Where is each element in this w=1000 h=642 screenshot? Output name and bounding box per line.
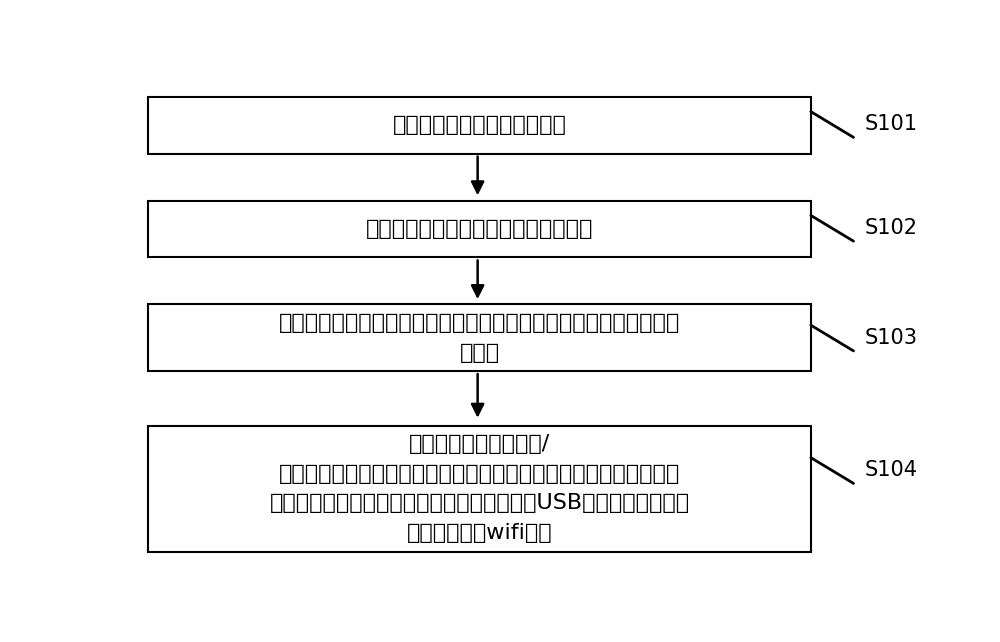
FancyBboxPatch shape [148,426,811,551]
Text: S102: S102 [865,218,918,238]
Text: S103: S103 [865,327,918,347]
FancyBboxPatch shape [148,304,811,371]
Text: 采用左、右相机获取图像数据: 采用左、右相机获取图像数据 [393,115,566,135]
FancyBboxPatch shape [148,200,811,257]
Text: 采用中间相机获取实时的场景图像数据: 采用中间相机获取实时的场景图像数据 [366,219,593,239]
Text: 将所述三维坐标数据和/
或所述实时的场景图像数据采用通讯方式传输至上位机，其中，采用
其中一种或多种所述通讯方式进行通讯包括，USB通讯、以太网通讯
、串口通讯: 将所述三维坐标数据和/ 或所述实时的场景图像数据采用通讯方式传输至上位机，其中，… [270,434,690,543]
Text: 根据所述左、右相机获取的图像数据，分别计算对应被测物的三维坐
标数据: 根据所述左、右相机获取的图像数据，分别计算对应被测物的三维坐 标数据 [279,313,680,363]
FancyBboxPatch shape [148,97,811,153]
Text: S104: S104 [865,460,918,480]
Text: S101: S101 [865,114,918,134]
